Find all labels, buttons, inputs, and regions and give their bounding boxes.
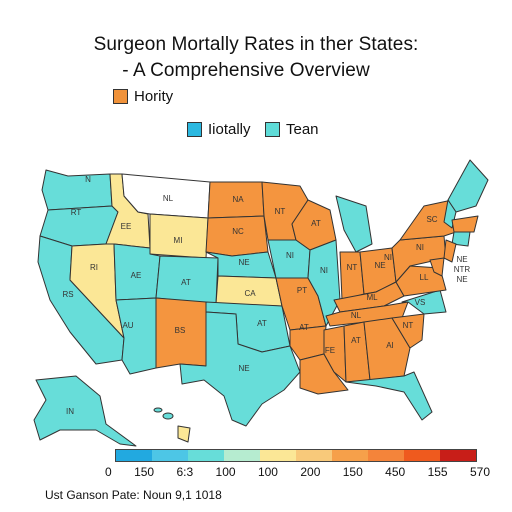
- label-nebraska: NE: [238, 258, 249, 267]
- legend-label-tean: Tean: [286, 121, 319, 138]
- state-new-jersey[interactable]: [443, 239, 457, 263]
- label-montana: NL: [163, 194, 174, 203]
- label-south-carolina: NT: [403, 321, 414, 330]
- state-florida[interactable]: [345, 371, 433, 421]
- scale-tick-2: 6:3: [176, 465, 194, 479]
- label-north-carolina: VS: [415, 298, 426, 307]
- label-louisiana: FE: [325, 346, 335, 355]
- state-maine[interactable]: [447, 159, 489, 213]
- label-missouri: PT: [297, 286, 307, 295]
- label-oklahoma: AT: [257, 319, 267, 328]
- scale-tick-8: 155: [427, 465, 448, 479]
- label-minnesota: NT: [275, 207, 286, 216]
- label-maryland: NE: [456, 255, 467, 264]
- state-south-carolina[interactable]: [391, 313, 425, 349]
- label-south-dakota: NC: [232, 227, 244, 236]
- state-connecticut[interactable]: [451, 231, 471, 247]
- label-nevada: RI: [90, 263, 98, 272]
- scale-segment-4: [260, 450, 296, 461]
- state-illinois[interactable]: [307, 239, 341, 327]
- label-arizona: AU: [122, 321, 133, 330]
- legend-item-hority: Hority: [113, 88, 173, 105]
- color-scale-bar: [115, 449, 477, 462]
- scale-tick-6: 150: [342, 465, 363, 479]
- legend-swatch-teal: [265, 122, 280, 137]
- scale-segment-7: [368, 450, 404, 461]
- state-mississippi[interactable]: [323, 325, 347, 383]
- scale-segment-0: [116, 450, 152, 461]
- map-title-line-2: - A Comprehensive Overview: [122, 60, 370, 81]
- us-choropleth-map: N RT RS RI EE NL MI AE AU AT BS NA NC NE…: [33, 159, 489, 447]
- scale-segment-2: [188, 450, 224, 461]
- label-new-york: SC: [426, 215, 437, 224]
- label-indiana: NT: [347, 263, 358, 272]
- label-delaware: NTR: [454, 265, 471, 274]
- scale-segment-8: [404, 450, 440, 461]
- label-utah: AE: [131, 271, 142, 280]
- label-tennessee: ML: [366, 293, 378, 302]
- state-georgia[interactable]: [363, 317, 411, 381]
- label-colorado: AT: [181, 278, 191, 287]
- state-massachusetts[interactable]: [451, 215, 479, 233]
- state-maryland[interactable]: [429, 257, 445, 277]
- scale-segment-5: [296, 450, 332, 461]
- label-new-jersey: NE: [456, 275, 467, 284]
- label-new-mexico: BS: [175, 326, 186, 335]
- label-wyoming: MI: [174, 236, 183, 245]
- label-california: RS: [62, 290, 73, 299]
- scale-tick-0: 0: [105, 465, 112, 479]
- label-pennsylvania: NI: [416, 243, 424, 252]
- label-kansas: CA: [244, 289, 256, 298]
- state-michigan[interactable]: [335, 195, 373, 253]
- scale-tick-9: 570: [469, 465, 490, 479]
- legend-swatch-blue: [187, 122, 202, 137]
- scale-tick-5: 200: [300, 465, 321, 479]
- state-alaska[interactable]: [33, 375, 137, 447]
- state-hawaii[interactable]: [153, 407, 191, 443]
- footer-source-note: Ust Ganson Pate: Noun 9,1 1018: [45, 488, 222, 502]
- label-wisconsin: AT: [311, 219, 321, 228]
- label-illinois: NI: [320, 266, 328, 275]
- label-georgia: AI: [386, 341, 394, 350]
- legend-item-tean: Tean: [265, 121, 319, 138]
- state-south-dakota[interactable]: [205, 215, 269, 257]
- state-washington[interactable]: [41, 169, 113, 211]
- label-texas: NE: [238, 364, 249, 373]
- scale-segment-6: [332, 450, 368, 461]
- label-idaho: EE: [121, 222, 132, 231]
- label-virginia: LL: [420, 273, 429, 282]
- label-washington: N: [85, 175, 91, 184]
- label-oregon: RT: [71, 208, 82, 217]
- scale-segment-9: [440, 450, 476, 461]
- color-scale-ticks: 0 150 6:3 100 100 200 150 450 155 570: [105, 465, 490, 479]
- label-north-dakota: NA: [232, 195, 244, 204]
- label-arkansas: AT: [299, 323, 309, 332]
- legend-item-iiotally: Iiotally: [187, 121, 251, 138]
- map-title-line-1: Surgeon Mortally Rates in ther States:: [93, 34, 419, 55]
- label-iowa: NI: [286, 251, 294, 260]
- legend-swatch-orange: [113, 89, 128, 104]
- label-ohio: NI: [384, 253, 392, 262]
- scale-segment-1: [152, 450, 188, 461]
- scale-tick-3: 100: [215, 465, 236, 479]
- legend-label-iiotally: Iiotally: [208, 121, 251, 138]
- label-mississippi: AT: [351, 336, 361, 345]
- label-alabama: NL: [351, 311, 362, 320]
- scale-tick-4: 100: [257, 465, 278, 479]
- label-kentucky: NE: [374, 261, 385, 270]
- legend-label-hority: Hority: [134, 88, 174, 105]
- scale-tick-7: 450: [385, 465, 406, 479]
- scale-segment-3: [224, 450, 260, 461]
- label-alaska: IN: [66, 407, 74, 416]
- scale-tick-1: 150: [134, 465, 155, 479]
- state-texas[interactable]: [179, 311, 301, 427]
